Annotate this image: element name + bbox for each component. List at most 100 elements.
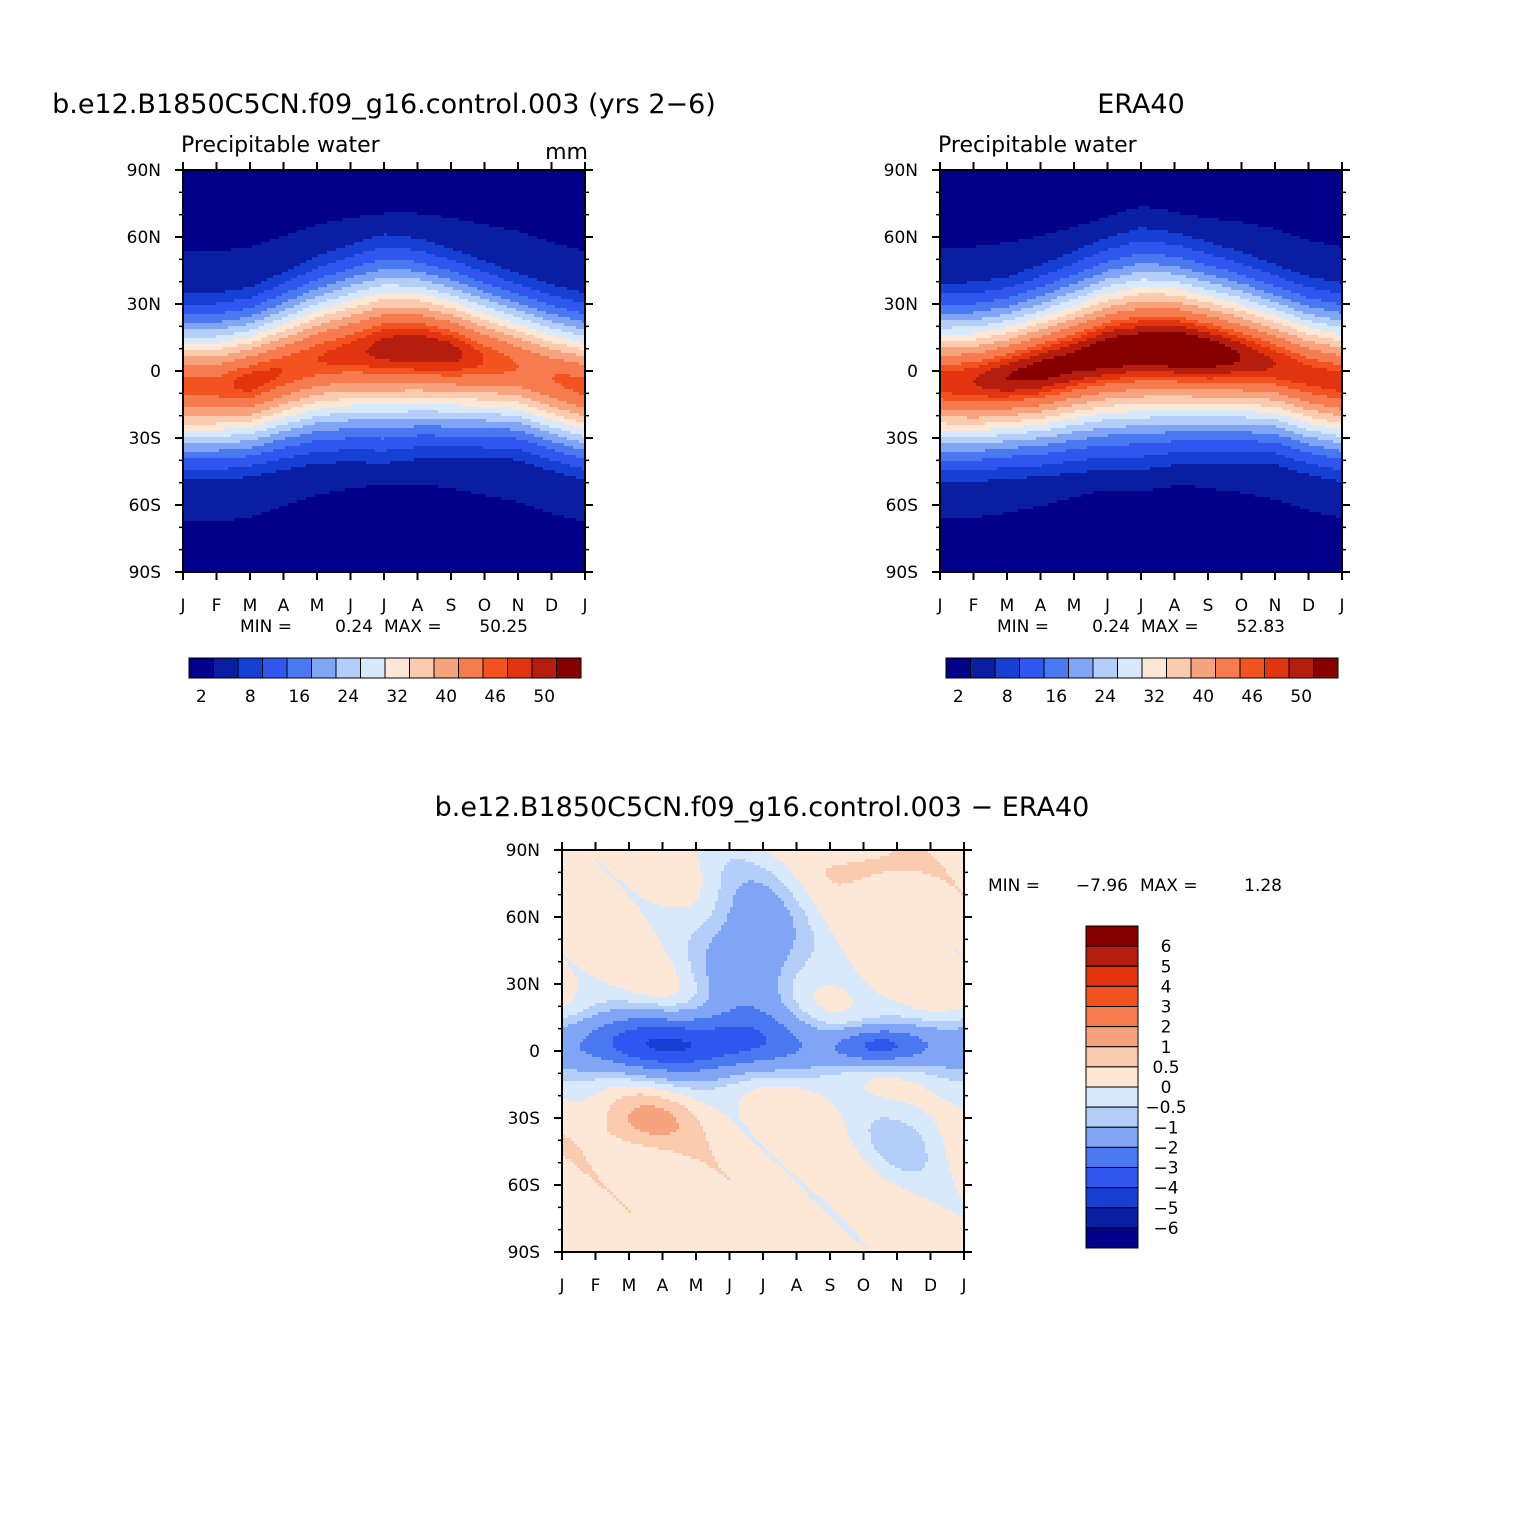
field-cell [1084,245,1121,249]
field-cell [465,335,490,339]
field-cell [940,353,962,357]
field-cell [561,296,585,300]
field-cell [369,287,427,291]
field-cell [562,865,602,869]
field-cell [784,1024,812,1028]
field-cell [273,440,313,444]
field-cell [985,371,1013,375]
field-cell [1084,377,1121,381]
field-cell [943,1135,964,1139]
field-cell [940,305,1010,309]
field-cell [1126,302,1184,306]
field-cell [564,422,585,426]
field-cell [525,410,547,414]
field-cell [793,922,809,926]
field-cell [228,326,259,330]
field-cell [988,362,1010,366]
field-cell [342,287,370,291]
field-cell [859,1150,878,1154]
y-tick-label: 30N [884,295,918,315]
field-cell [1318,464,1342,468]
field-cell [562,967,572,971]
field-cell [1090,305,1112,309]
field-cell [781,1000,797,1004]
field-cell [1276,335,1298,339]
field-cell [940,260,1049,264]
field-cell [1270,326,1292,330]
field-cell [946,871,964,875]
field-cell [1000,389,1016,393]
field-cell [543,338,571,342]
field-cell [444,284,469,288]
field-cell [691,1087,716,1091]
field-cell [973,332,1007,336]
field-cell [513,458,550,462]
field-cell [459,281,484,285]
field-cell [1102,332,1139,336]
colorbar-box [1085,1046,1139,1068]
field-cell [531,389,574,393]
field-cell [1207,377,1214,381]
field-cell [865,1243,964,1247]
field-cell [583,1009,611,1013]
field-cell [537,407,559,411]
field-cell [381,329,430,333]
field-cell [1303,338,1334,342]
field-cell [748,1135,755,1139]
field-cell [462,368,517,372]
field-cell [1096,380,1136,384]
field-cell [595,1078,632,1082]
field-cell [1099,281,1127,285]
field-cell [853,880,947,884]
field-cell [805,1021,827,1025]
field-cell [312,269,346,273]
x-tick-label: A [412,596,424,616]
field-cell [562,970,575,974]
field-cell [1273,227,1342,231]
field-cell [715,907,731,911]
field-cell [462,350,481,354]
field-cell [562,952,668,956]
field-cell [264,317,283,321]
field-cell [589,1033,620,1037]
field-cell [1033,236,1109,240]
field-cell [715,1159,773,1163]
field-cell [1288,305,1310,309]
field-cell [628,1120,677,1124]
field-cell [562,1021,578,1025]
field-cell [646,1075,731,1079]
field-cell [697,850,767,854]
field-cell [237,368,271,372]
colorbar-label: 5 [1161,957,1172,977]
field-cell [865,979,964,983]
field-cell [183,473,262,477]
field-cell [688,958,707,962]
field-cell [183,443,265,447]
field-cell [1018,509,1310,513]
field-cell [1255,410,1292,414]
field-cell [1300,344,1331,348]
field-cell [1324,242,1342,246]
field-cell [571,1159,587,1163]
field-cell [276,386,313,390]
field-cell [1291,269,1342,273]
field-cell [709,943,794,947]
field-cell [760,1030,791,1034]
field-cell [1288,395,1328,399]
field-cell [850,961,964,965]
field-cell [459,338,472,342]
field-cell [405,389,424,393]
field-cell [183,281,262,285]
field-cell [183,455,247,459]
field-cell [1045,395,1082,399]
field-cell [598,1177,728,1181]
field-cell [285,446,415,450]
field-cell [570,464,585,468]
field-cell [267,308,286,312]
colorbar-box [1043,657,1069,679]
field-cell [1075,410,1130,414]
field-cell [940,503,1049,507]
field-cell [1093,242,1130,246]
field-cell [183,413,253,417]
field-cell [781,997,794,1001]
